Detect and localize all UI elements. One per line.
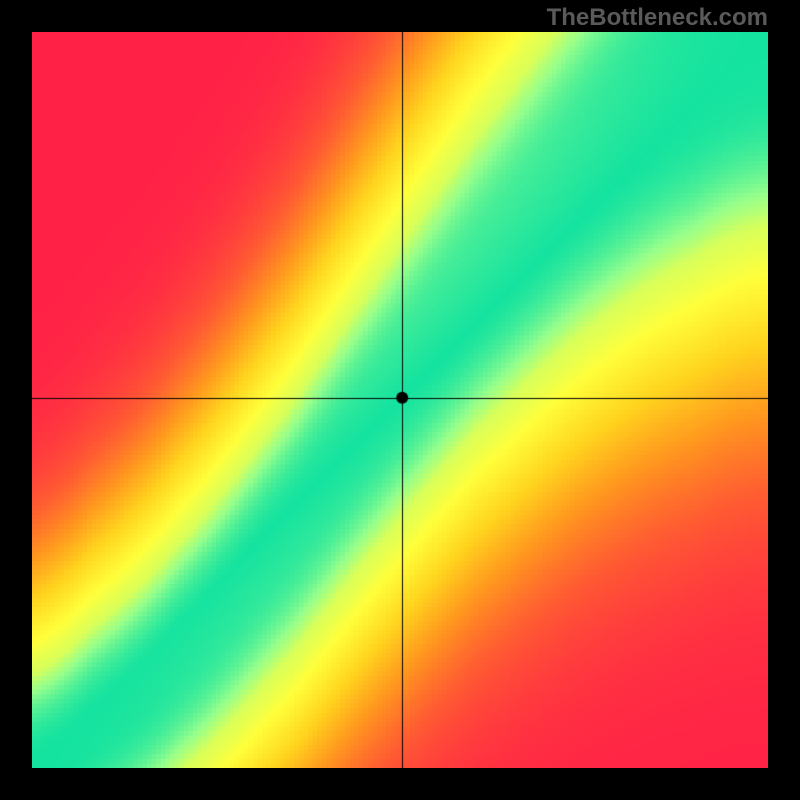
watermark-text: TheBottleneck.com (547, 4, 768, 32)
crosshair-overlay (32, 32, 768, 768)
figure-root: TheBottleneck.com (0, 0, 800, 800)
